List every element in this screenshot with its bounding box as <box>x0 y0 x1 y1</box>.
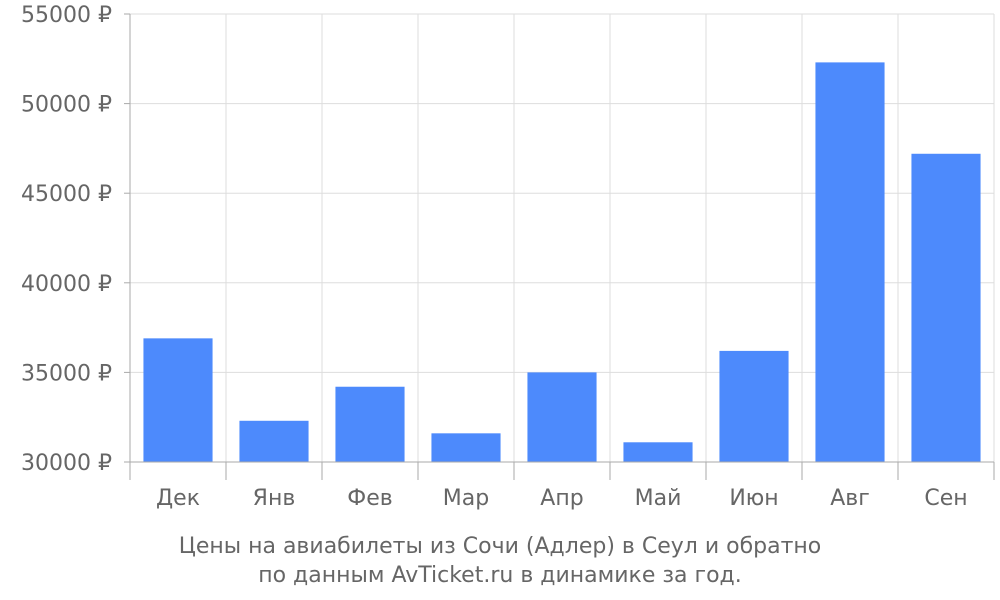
bar-Май <box>623 442 693 462</box>
y-tick-label: 30000 ₽ <box>21 451 112 476</box>
x-tick-label: Май <box>635 486 682 511</box>
y-tick-label: 40000 ₽ <box>21 272 112 297</box>
bar-Апр <box>527 372 597 462</box>
x-tick-labels: Дек Янв Фев Мар Апр Май Июн Авг Сен <box>156 486 968 511</box>
bar-Дек <box>143 338 213 462</box>
bar-Мар <box>431 433 501 462</box>
y-tick-label: 55000 ₽ <box>21 3 112 28</box>
x-tick-label: Фев <box>347 486 392 511</box>
gridlines <box>130 13 995 463</box>
y-tick-label: 50000 ₽ <box>21 93 112 118</box>
chart-caption-line-2: по данным AvTicket.ru в динамике за год. <box>258 563 742 588</box>
bar-Июн <box>719 350 789 462</box>
bar-Сен <box>911 153 981 462</box>
x-tick-label: Июн <box>729 486 778 511</box>
bar-Фев <box>335 386 405 462</box>
axes <box>124 13 995 480</box>
bars <box>143 62 981 462</box>
bar-Авг <box>815 62 885 462</box>
bar-Янв <box>239 420 309 462</box>
x-tick-label: Дек <box>156 486 200 511</box>
y-tick-labels: 30000 ₽ 35000 ₽ 40000 ₽ 45000 ₽ 50000 ₽ 55000… <box>21 3 112 476</box>
chart-caption-line-1: Цены на авиабилеты из Сочи (Адлер) в Сеу… <box>178 534 822 559</box>
x-tick-label: Сен <box>924 486 967 511</box>
x-tick-label: Мар <box>443 486 489 511</box>
y-tick-label: 45000 ₽ <box>21 182 112 207</box>
x-tick-label: Авг <box>830 486 870 511</box>
x-tick-label: Янв <box>253 486 296 511</box>
y-tick-label: 35000 ₽ <box>21 361 112 386</box>
x-tick-label: Апр <box>540 486 583 511</box>
